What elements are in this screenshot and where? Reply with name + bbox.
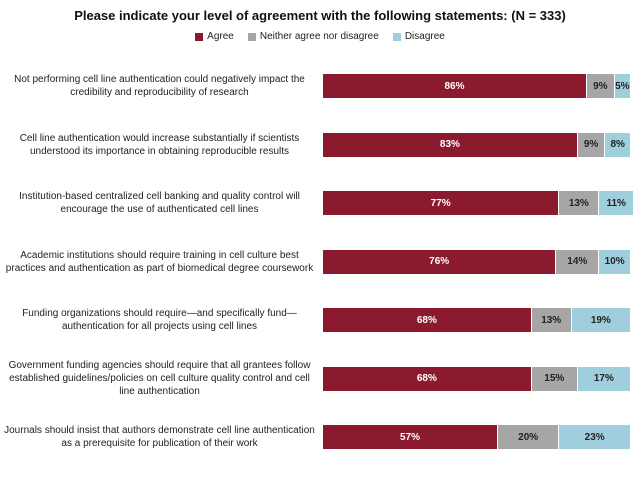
bar-segment: 8% xyxy=(605,132,630,157)
bar-row: 76% 14% 10% xyxy=(323,249,630,274)
category-label-line: understood its importance in obtaining r… xyxy=(29,145,290,157)
category-label-line: Cell line authentication would increase … xyxy=(19,132,300,144)
bar-segment: 11% xyxy=(599,191,634,215)
data-label: 11% xyxy=(606,197,626,209)
data-label: 83% xyxy=(439,139,460,150)
legend-swatch xyxy=(392,32,401,41)
bar-segment: 5% xyxy=(614,74,630,98)
data-label: 8% xyxy=(610,139,625,150)
data-label: 5% xyxy=(615,80,630,92)
category-label-line: Not performing cell line authentication … xyxy=(14,74,305,85)
bar-segment: 76% xyxy=(323,249,557,274)
data-label: 19% xyxy=(590,314,611,326)
bar-segment: 68% xyxy=(323,308,532,332)
bar-segment: 14% xyxy=(556,249,600,274)
category-label: Journals should insist that authors demo… xyxy=(4,424,315,450)
legend-item-1: Neither agree nor disagree xyxy=(247,31,379,42)
category-label-line: Funding organizations should require—and… xyxy=(22,308,297,319)
data-label: 23% xyxy=(584,431,605,443)
bar-segment: 19% xyxy=(571,308,630,332)
legend-label: Disagree xyxy=(404,31,445,42)
data-label: 13% xyxy=(541,314,562,326)
bar-segment: 77% xyxy=(323,191,560,215)
data-label: 86% xyxy=(444,80,465,92)
category-label: Institution-based centralized cell banki… xyxy=(4,190,315,216)
bar-segment: 15% xyxy=(531,366,578,391)
data-label: 9% xyxy=(593,80,608,92)
bar-segment: 9% xyxy=(577,132,606,157)
category-label-line: Institution-based centralized cell banki… xyxy=(19,191,300,202)
category-label-line: practices and authentication as part of … xyxy=(5,262,314,274)
category-label-line: line authentication xyxy=(119,386,200,397)
legend-item-2: Disagree xyxy=(392,31,445,42)
legend-swatch xyxy=(247,32,256,41)
data-label: 68% xyxy=(416,314,437,326)
bar-row: 68% 15% 17% xyxy=(323,366,630,391)
category-label-line: Journals should insist that authors demo… xyxy=(4,425,315,436)
bar-segment: 17% xyxy=(577,366,630,391)
bar-row: 83% 9% 8% xyxy=(323,132,630,157)
category-label: Funding organizations should require—and… xyxy=(4,307,315,333)
category-label-line: credibility and reproducibility of resea… xyxy=(70,87,249,98)
data-label: 77% xyxy=(430,197,451,209)
category-label-line: as a prerequisite for publication of the… xyxy=(61,438,258,449)
data-label: 15% xyxy=(544,373,565,384)
bar-segment: 10% xyxy=(599,249,630,274)
data-label: 10% xyxy=(604,256,625,267)
category-label-line: Government funding agencies should requi… xyxy=(8,360,311,371)
data-label: 14% xyxy=(567,256,588,267)
bar-segment: 57% xyxy=(323,425,498,449)
bar-row: 86% 9% 5% xyxy=(323,74,630,98)
data-label: 9% xyxy=(583,139,599,150)
legend-item-0: Agree xyxy=(195,31,234,42)
chart-title: Please indicate your level of agreement … xyxy=(74,8,566,23)
category-label: Not performing cell line authentication … xyxy=(4,73,315,99)
bar-segment: 86% xyxy=(323,74,588,98)
category-label-line: established guidelines/policies on cell … xyxy=(9,373,310,384)
category-label: Government funding agencies should requi… xyxy=(4,359,315,398)
legend-label: Agree xyxy=(207,31,234,42)
bar-segment: 9% xyxy=(587,74,615,98)
data-label: 68% xyxy=(416,373,437,384)
bar-row: 68% 13% 19% xyxy=(323,308,630,332)
bar-row: 77% 13% 11% xyxy=(323,191,634,215)
data-label: 57% xyxy=(399,431,420,443)
data-label: 20% xyxy=(518,431,539,443)
category-label-line: authentication for all projects using ce… xyxy=(61,321,258,332)
chart-legend: Agree Neither agree nor disagree Disagree xyxy=(0,31,640,42)
category-label-line: Academic institutions should require tra… xyxy=(20,249,299,261)
bar-segment: 83% xyxy=(323,132,578,157)
bar-segment: 13% xyxy=(531,308,572,332)
bar-segment: 23% xyxy=(559,425,630,449)
data-label: 17% xyxy=(593,373,614,384)
bar-segment: 20% xyxy=(497,425,560,449)
legend-swatch xyxy=(195,32,204,41)
data-label: 76% xyxy=(429,256,450,267)
bar-segment: 68% xyxy=(323,366,532,391)
legend-label: Neither agree nor disagree xyxy=(259,31,379,42)
bar-segment: 13% xyxy=(559,191,600,215)
category-label-line: encourage the use of authenticated cell … xyxy=(60,204,259,215)
category-label: Academic institutions should require tra… xyxy=(4,249,315,275)
data-label: 13% xyxy=(568,197,589,209)
category-label: Cell line authentication would increase … xyxy=(4,132,315,158)
bar-row: 57% 20% 23% xyxy=(323,425,630,449)
